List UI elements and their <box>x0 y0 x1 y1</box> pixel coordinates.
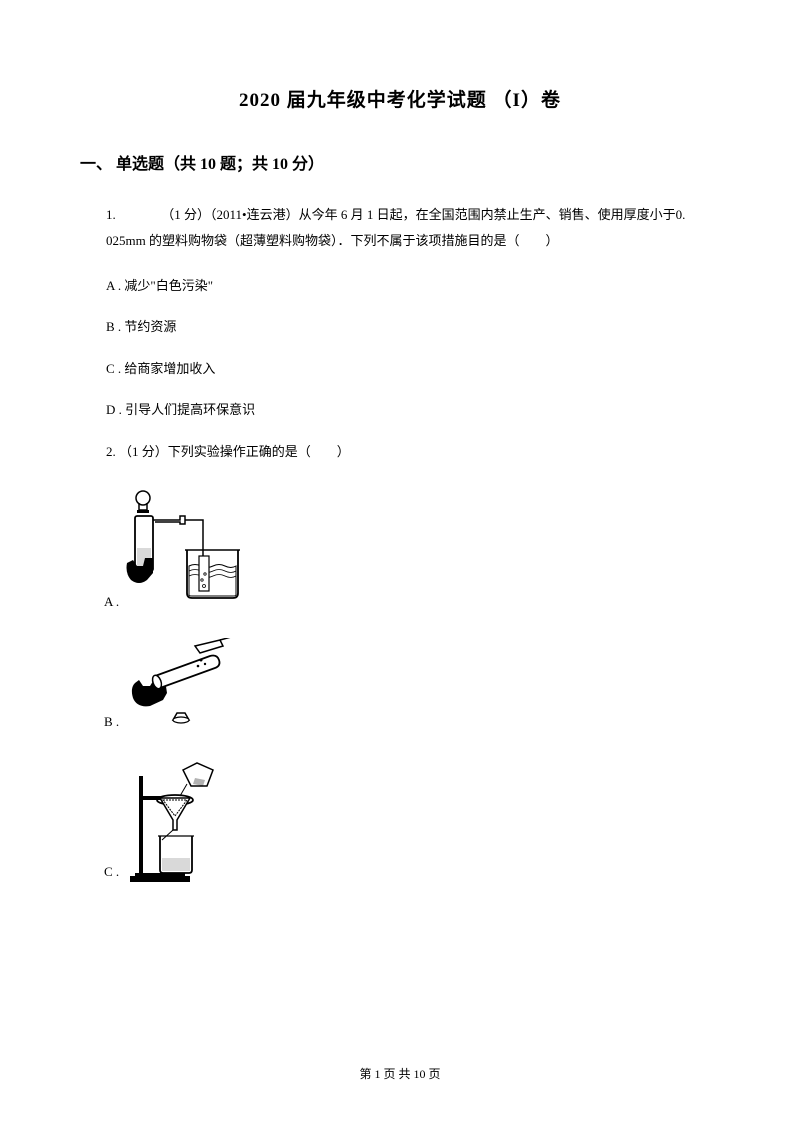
diagram-b <box>125 638 245 738</box>
q2-option-a-label: A . <box>104 594 119 618</box>
page-title: 2020 届九年级中考化学试题 （I）卷 <box>80 85 720 112</box>
q2-option-c-label: C . <box>104 864 119 888</box>
q1-option-b: B . 节约资源 <box>80 315 720 338</box>
question-1-text: 1. （1 分）（2011•连云港）从今年 6 月 1 日起，在全国范围内禁止生… <box>80 202 720 254</box>
q2-option-b-label: B . <box>104 714 119 738</box>
q2-option-b-container: B . <box>80 638 720 738</box>
diagram-c <box>125 758 235 888</box>
diagram-a <box>125 488 255 618</box>
q2-option-c-container: C . <box>80 758 720 888</box>
q1-option-c: C . 给商家增加收入 <box>80 357 720 380</box>
section-header: 一、 单选题（共 10 题；共 10 分） <box>80 150 720 174</box>
page-footer: 第 1 页 共 10 页 <box>0 1065 800 1082</box>
q2-option-a-container: A . <box>80 488 720 618</box>
q1-option-d: D . 引导人们提高环保意识 <box>80 398 720 421</box>
question-2-text: 2. （1 分）下列实验操作正确的是（ ） <box>80 440 720 463</box>
q1-option-a: A . 减少"白色污染" <box>80 274 720 297</box>
